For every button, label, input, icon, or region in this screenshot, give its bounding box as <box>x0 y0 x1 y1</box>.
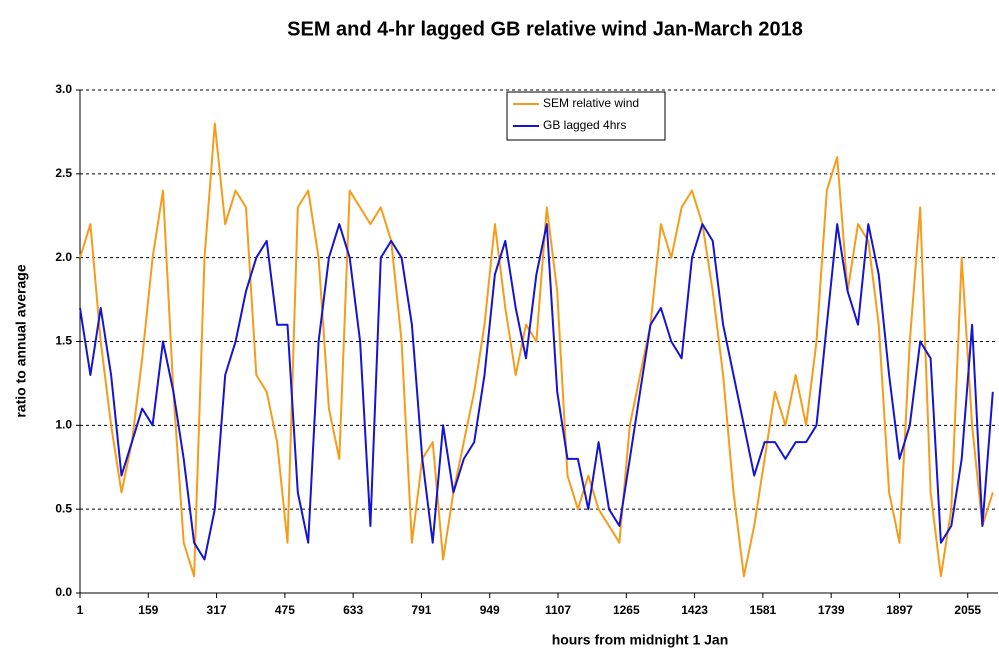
x-axis-label: hours from midnight 1 Jan <box>552 632 729 648</box>
series-line <box>79 122 994 578</box>
chart-title: SEM and 4-hr lagged GB relative wind Jan… <box>287 18 803 40</box>
x-tick-label: 1897 <box>886 603 913 617</box>
y-tick-label: 1.5 <box>55 334 72 348</box>
legend-box <box>506 91 666 141</box>
x-tick-label: 949 <box>480 603 500 617</box>
x-tick-label: 791 <box>411 603 431 617</box>
x-tick-label: 159 <box>138 603 158 617</box>
y-tick-label: 2.5 <box>55 166 72 180</box>
y-axis-label: ratio to annual average <box>13 264 29 417</box>
x-tick-label: 475 <box>275 603 295 617</box>
y-tick-label: 2.0 <box>55 250 72 264</box>
x-tick-label: 1739 <box>818 603 845 617</box>
y-tick-label: 3.0 <box>55 82 72 96</box>
legend-label: GB lagged 4hrs <box>543 118 626 132</box>
legend-label: SEM relative wind <box>543 96 639 110</box>
y-tick-label: 1.0 <box>55 418 72 432</box>
x-tick-label: 1581 <box>750 603 777 617</box>
series-line <box>79 223 994 561</box>
y-tick-label: 0.5 <box>55 501 72 515</box>
y-tick-label: 0.0 <box>55 585 72 599</box>
x-tick-label: 1107 <box>545 603 571 617</box>
x-tick-label: 2055 <box>954 603 981 617</box>
x-tick-label: 633 <box>343 603 363 617</box>
x-tick-label: 317 <box>207 603 227 617</box>
x-tick-label: 1 <box>77 603 84 617</box>
x-tick-label: 1423 <box>681 603 708 617</box>
x-tick-label: 1265 <box>613 603 640 617</box>
